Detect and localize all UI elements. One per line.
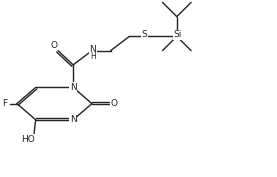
Text: N: N <box>70 83 76 92</box>
Text: O: O <box>111 99 117 108</box>
Text: N: N <box>89 45 96 54</box>
Text: N: N <box>70 115 76 124</box>
Text: H: H <box>90 52 96 61</box>
Text: O: O <box>50 41 57 50</box>
Text: S: S <box>142 30 147 39</box>
Text: Si: Si <box>173 30 182 39</box>
Text: HO: HO <box>21 135 35 144</box>
Text: F: F <box>2 99 8 108</box>
